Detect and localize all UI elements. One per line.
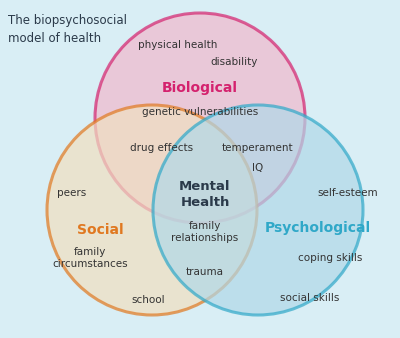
- Text: physical health: physical health: [138, 40, 218, 50]
- Text: Health: Health: [180, 195, 230, 209]
- Text: Social: Social: [77, 223, 123, 237]
- Text: school: school: [131, 295, 165, 305]
- Text: Psychological: Psychological: [265, 221, 371, 235]
- Text: temperament: temperament: [222, 143, 294, 153]
- Text: IQ: IQ: [252, 163, 264, 173]
- Text: genetic vulnerabilities: genetic vulnerabilities: [142, 107, 258, 117]
- Text: Mental: Mental: [179, 179, 231, 193]
- Text: self-esteem: self-esteem: [318, 188, 378, 198]
- Circle shape: [153, 105, 363, 315]
- Text: trauma: trauma: [186, 267, 224, 277]
- Text: social skills: social skills: [280, 293, 340, 303]
- Text: family
circumstances: family circumstances: [52, 247, 128, 269]
- Text: Biological: Biological: [162, 81, 238, 95]
- Text: coping skills: coping skills: [298, 253, 362, 263]
- Text: peers: peers: [57, 188, 87, 198]
- Text: disability: disability: [210, 57, 258, 67]
- Text: drug effects: drug effects: [130, 143, 194, 153]
- Circle shape: [47, 105, 257, 315]
- Text: The biopsychosocial
model of health: The biopsychosocial model of health: [8, 14, 127, 45]
- Circle shape: [95, 13, 305, 223]
- Text: family
relationships: family relationships: [171, 221, 239, 243]
